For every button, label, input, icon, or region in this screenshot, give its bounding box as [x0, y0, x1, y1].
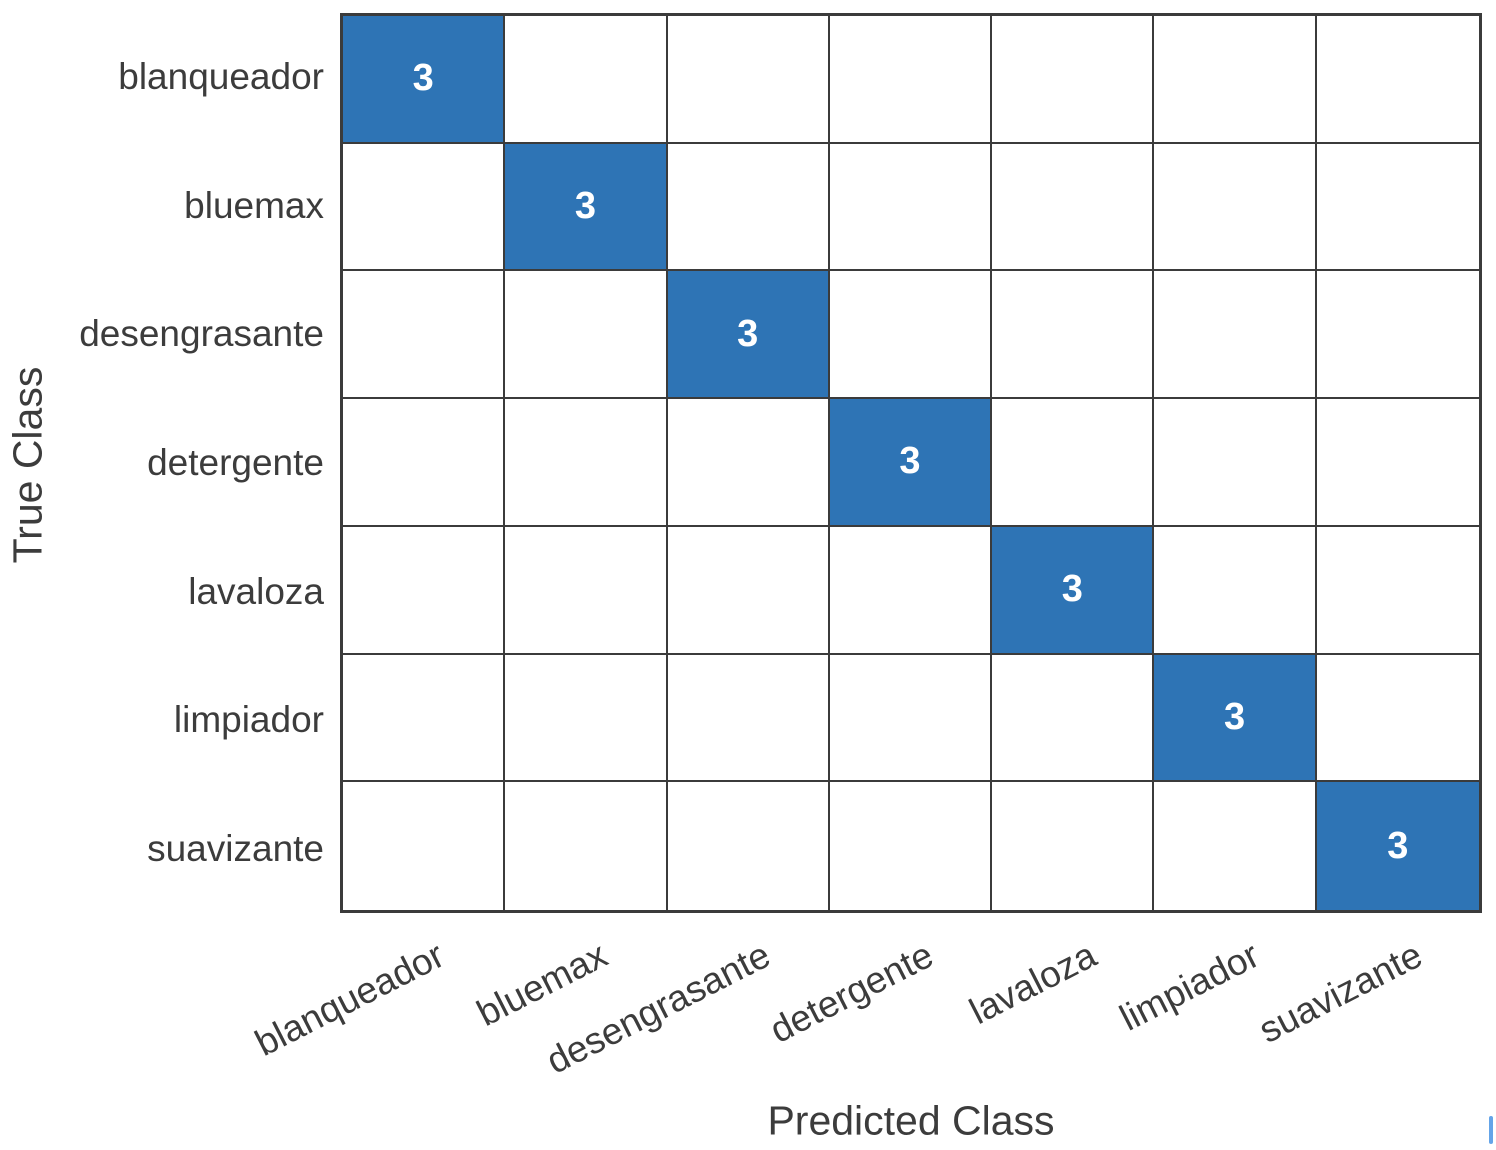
matrix-cell [829, 271, 993, 400]
matrix-cell [1154, 526, 1317, 655]
matrix-cell [343, 782, 506, 910]
matrix-cell [343, 143, 506, 272]
matrix-cell [505, 399, 668, 527]
matrix-cell-diagonal: 3 [829, 399, 993, 527]
matrix-cell [992, 271, 1155, 400]
y-tick-label: blanqueador [118, 56, 324, 98]
matrix-cell-diagonal: 3 [992, 526, 1155, 655]
matrix-cell [1316, 526, 1479, 655]
cursor-artifact [1489, 1116, 1493, 1144]
y-tick-label: suavizante [147, 827, 324, 869]
matrix-cell [992, 654, 1155, 783]
y-tick-label: lavaloza [188, 570, 324, 612]
matrix-cell [1154, 399, 1317, 527]
y-axis-title: True Class [4, 366, 51, 564]
matrix-cell-diagonal: 3 [667, 271, 830, 400]
matrix-cell-diagonal: 3 [1316, 782, 1479, 910]
matrix-cell [1316, 399, 1479, 527]
matrix-cell [992, 16, 1155, 144]
matrix-cell [343, 526, 506, 655]
matrix-cell [1154, 782, 1317, 910]
matrix-cell [667, 526, 830, 655]
matrix-cell [667, 143, 830, 272]
matrix-cell [829, 782, 993, 910]
y-tick-label: desengrasante [79, 313, 324, 355]
matrix-cell [1154, 143, 1317, 272]
matrix-cell [667, 16, 830, 144]
matrix-cell [667, 782, 830, 910]
matrix-cell [829, 654, 993, 783]
y-tick-label: detergente [147, 442, 324, 483]
matrix-cell [829, 16, 993, 144]
matrix-cell [829, 143, 993, 272]
matrix-cell [505, 782, 668, 910]
matrix-cell [667, 399, 830, 527]
matrix-cell [1316, 271, 1479, 400]
matrix-cell-diagonal: 3 [1154, 654, 1317, 783]
matrix-cell [505, 654, 668, 783]
y-tick-label: bluemax [184, 184, 324, 226]
matrix-cell [667, 654, 830, 783]
matrix-cell [505, 526, 668, 655]
matrix-cell [343, 271, 506, 400]
matrix-cell [1154, 271, 1317, 400]
matrix-cell-diagonal: 3 [505, 143, 668, 272]
matrix-cell [829, 526, 993, 655]
matrix-cell [992, 143, 1155, 272]
matrix-cell [343, 399, 506, 527]
matrix-cell [1316, 654, 1479, 783]
matrix-cell-diagonal: 3 [343, 16, 506, 144]
matrix-cell [992, 782, 1155, 910]
matrix-cell [343, 654, 506, 783]
y-tick-label: limpiador [173, 699, 324, 741]
matrix-cell [1154, 16, 1317, 144]
matrix-cell [1316, 143, 1479, 272]
matrix-cell [505, 16, 668, 144]
matrix-cell [1316, 16, 1479, 144]
matrix-cell [505, 271, 668, 400]
x-axis-title: Predicted Class [767, 1097, 1055, 1144]
matrix-cell [992, 399, 1155, 527]
